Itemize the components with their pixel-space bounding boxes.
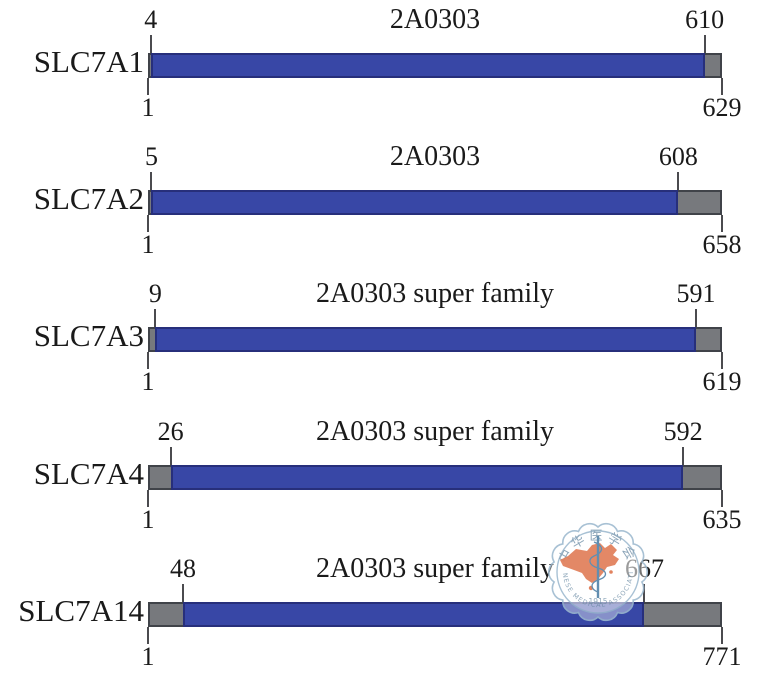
domain-region	[150, 53, 705, 78]
sequence-end-tick	[721, 627, 723, 644]
asclepius-snake	[589, 541, 607, 593]
domain-region	[170, 465, 684, 490]
protein-backbone-bar	[148, 53, 722, 78]
protein-backbone-bar	[148, 465, 722, 490]
domain-start-tick	[182, 584, 185, 602]
sequence-start-tick	[147, 78, 149, 95]
domain-region	[151, 190, 679, 215]
protein-name: SLC7A4	[33, 456, 144, 491]
sequence-end-tick	[721, 78, 723, 95]
domain-end-label: 610	[685, 5, 725, 34]
sequence-total-label: 771	[702, 642, 742, 671]
domain-end-label: 591	[676, 279, 716, 308]
sequence-start-tick	[147, 627, 149, 644]
protein-row: SLC7A2 5 2A0303 608 1 658	[0, 140, 762, 265]
domain-start-tick	[150, 172, 153, 190]
sequence-start-tick	[147, 352, 149, 369]
sequence-start-tick	[147, 490, 149, 507]
domain-name-label: 2A0303 super family	[316, 278, 554, 309]
protein-backbone-bar	[148, 327, 722, 352]
domain-start-label: 26	[157, 417, 184, 446]
sequence-end-tick	[721, 215, 723, 232]
domain-start-tick	[149, 35, 152, 53]
sequence-end-tick	[721, 490, 723, 507]
domain-end-label: 608	[658, 142, 698, 171]
sequence-end-tick	[721, 352, 723, 369]
domain-end-tick	[703, 35, 706, 53]
domain-end-tick	[643, 584, 646, 602]
domain-region	[155, 327, 696, 352]
protein-backbone-bar	[148, 602, 722, 627]
sequence-start-tick	[147, 215, 149, 232]
sequence-start-label: 1	[141, 93, 155, 122]
sequence-total-label: 658	[702, 230, 742, 259]
domain-start-label: 48	[170, 554, 197, 583]
sequence-total-label: 619	[702, 367, 742, 396]
domain-name-label: 2A0303	[389, 4, 481, 35]
domain-name-label: 2A0303 super family	[316, 553, 554, 584]
domain-region	[183, 602, 645, 627]
protein-row: SLC7A4 26 2A0303 super family 592 1 635	[0, 415, 762, 540]
watermark-year: 1915	[588, 597, 607, 606]
sequence-start-label: 1	[141, 505, 155, 534]
sequence-total-label: 635	[702, 505, 742, 534]
domain-start-tick	[154, 309, 157, 327]
domain-end-tick	[682, 447, 685, 465]
cma-watermark-seal: 中华医学会 1915 CHINESE MEDICAL ASSOCIATION	[544, 516, 648, 622]
protein-row: SLC7A3 9 2A0303 super family 591 1 619	[0, 277, 762, 402]
sequence-start-label: 1	[141, 230, 155, 259]
domain-end-label: 592	[663, 417, 703, 446]
taiwan-island	[609, 570, 613, 574]
protein-name: SLC7A2	[33, 181, 144, 216]
china-map	[560, 543, 619, 583]
protein-row: SLC7A1 4 2A0303 610 1 629	[0, 3, 762, 128]
sequence-start-label: 1	[141, 367, 155, 396]
domain-end-tick	[677, 172, 680, 190]
domain-start-label: 5	[144, 142, 158, 171]
protein-row: SLC7A14 48 2A0303 super family 667 1 771	[0, 552, 762, 677]
domain-start-tick	[169, 447, 172, 465]
domain-start-label: 9	[148, 279, 162, 308]
sequence-start-label: 1	[141, 642, 155, 671]
protein-name: SLC7A3	[33, 318, 144, 353]
domain-start-label: 4	[144, 5, 158, 34]
domain-end-tick	[694, 309, 697, 327]
domain-name-label: 2A0303	[389, 141, 481, 172]
protein-backbone-bar	[148, 190, 722, 215]
domain-name-label: 2A0303 super family	[316, 416, 554, 447]
protein-name: SLC7A14	[18, 593, 144, 628]
sequence-total-label: 629	[702, 93, 742, 122]
protein-name: SLC7A1	[33, 44, 144, 79]
domain-end-label: 667	[604, 555, 684, 583]
